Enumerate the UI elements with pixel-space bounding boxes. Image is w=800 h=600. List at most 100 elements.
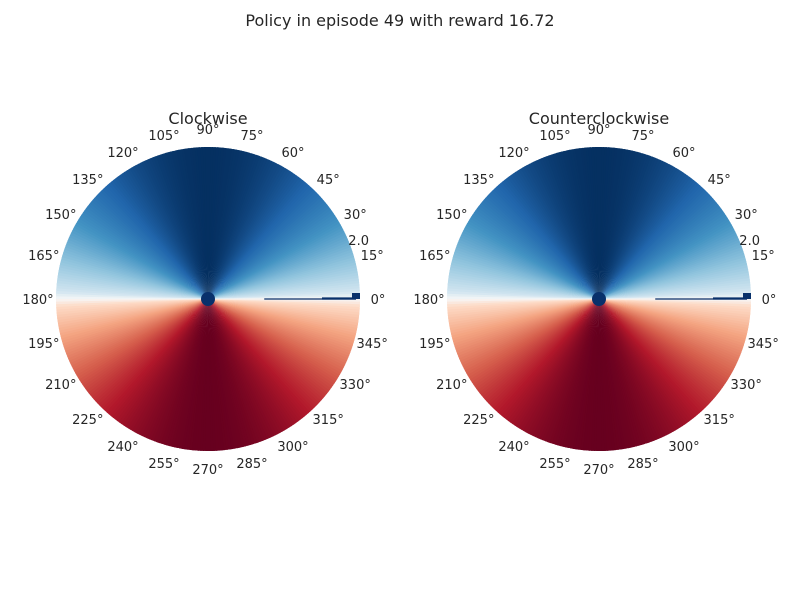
heatmap-cell [208,299,351,356]
heatmap-cell [599,299,751,313]
theta-tick-label: 240° [107,440,138,455]
theta-tick-label: 105° [539,129,570,144]
heatmap-cell [497,299,599,415]
heatmap-cell [599,299,710,407]
r-tick-label: 2.0 [348,234,369,249]
heatmap-cell [599,299,749,331]
theta-tick-label: 90° [196,123,219,138]
theta-tick-label: 30° [344,208,367,223]
heatmap-cell [208,299,311,414]
heatmap-cell [480,299,599,398]
heatmap-cell [91,299,208,400]
heatmap-cell [107,182,208,299]
theta-tick-label: 195° [28,337,59,352]
heatmap-cell [208,175,300,299]
heatmap-cell [599,299,706,411]
heatmap-cell [447,277,599,299]
heatmap-cell [208,299,350,359]
theta-tick-label: 60° [281,146,304,161]
heatmap-cell [599,157,659,299]
theta-tick-label: 255° [539,457,570,472]
heatmap-cell [599,299,751,321]
theta-tick-label: 135° [72,173,103,188]
heatmap-cell [599,160,666,299]
heatmap-cell [138,299,208,437]
heatmap-cell [208,299,358,328]
heatmap-cell [599,153,649,299]
heatmap-cell [125,299,208,429]
heatmap-cell [469,216,599,299]
heatmap-cell [208,167,289,299]
heatmap-cell [599,299,748,336]
heatmap-cell [473,209,599,299]
heatmap-cell [208,299,360,307]
heatmap-cell [136,299,208,436]
heatmap-cell [58,270,208,299]
heatmap-cell [197,299,208,451]
heatmap-cell [599,148,626,299]
heatmap-cell [599,147,615,299]
theta-tick-label: 0° [762,293,777,308]
heatmap-cell [599,299,729,382]
heatmap-cell [591,299,599,451]
theta-tick-label: 105° [148,129,179,144]
theta-tick-labels: 0° 15° 30° 45° 60° 75° 90° 105° 120° 135° 150° 165°… [413,123,779,478]
heatmap-cell [134,299,208,434]
heatmap-cell [466,220,599,299]
heatmap-cell [494,186,599,299]
heatmap-cell [599,147,618,299]
heatmap-cell [529,299,599,437]
heatmap-cell [208,147,224,299]
heatmap-cell [208,299,353,351]
heatmap-cell [116,299,208,423]
heatmap-cell [208,299,331,393]
heatmap-cell [99,189,208,299]
heatmap-cell [567,299,599,449]
heatmap-cell [181,299,208,450]
heatmap-cell [599,186,705,299]
heatmap-cell [479,201,599,299]
heatmap-cell [208,181,308,299]
heatmap-cell [208,150,243,299]
heatmap-cell [479,299,599,396]
theta-tick-label: 120° [107,146,138,161]
heatmap-cell [486,193,599,299]
heatmap-cell [562,299,599,448]
heatmap-cell [95,299,208,404]
heatmap-cell [599,299,751,315]
heatmap-cell [208,299,343,373]
heatmap-cell [599,299,722,393]
heatmap-cell [599,299,750,326]
theta-tick-label: 315° [313,413,344,428]
heatmap-cell [208,299,356,341]
heatmap-cell [208,299,334,389]
heatmap-cell [208,178,304,299]
theta-tick-label: 270° [583,463,614,478]
heatmap-cell [599,299,734,373]
theta-tick-label: 345° [748,337,779,352]
heatmap-cell [90,199,208,299]
heatmap-cell [100,299,208,410]
heatmap-cell [498,182,599,299]
heatmap-cell [475,207,599,299]
heatmap-cell [143,299,208,439]
theta-tick-label: 255° [148,457,179,472]
heatmap-cell [599,149,631,299]
heatmap-cell [458,237,599,299]
heatmap-cell [599,299,731,380]
heatmap-cell [500,180,599,299]
heatmap-cell [208,299,360,321]
heatmap-cell [455,244,599,299]
heatmap-cell [56,277,209,299]
heatmap-cell [74,223,208,299]
heatmap-cell [599,153,646,299]
heatmap-cell [599,299,702,414]
heatmap-cell [465,223,599,299]
theta-tick-label: 210° [45,378,76,393]
heatmap-cell [599,162,671,299]
heatmap-cell [449,270,599,299]
heatmap-cell [470,214,599,299]
heatmap-cell [599,202,719,299]
heatmap-cell [451,259,599,299]
heatmap-cell [532,299,599,438]
